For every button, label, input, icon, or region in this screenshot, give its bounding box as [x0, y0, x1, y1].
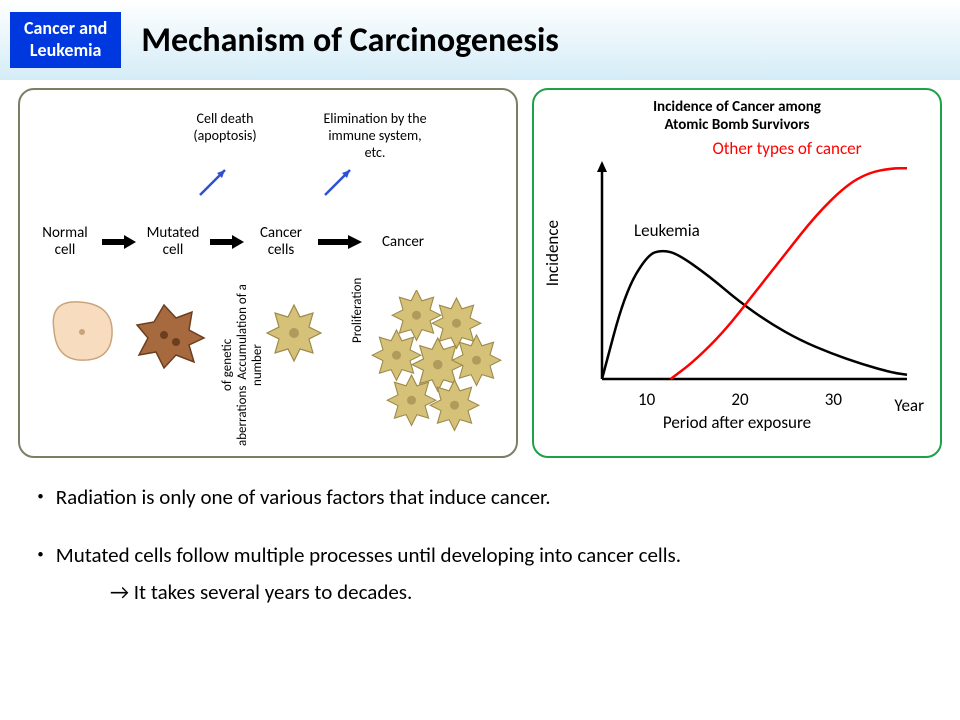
fate-labels: Cell death (apoptosis) Elimination by th…: [170, 110, 430, 161]
legend-leukemia: Leukemia: [634, 220, 700, 241]
y-axis-label: Incidence: [542, 220, 563, 286]
stage-mutated: Mutatedcell: [142, 225, 204, 260]
stage-normal: Normalcell: [34, 225, 96, 260]
chart-title: Incidence of Cancer among Atomic Bomb Su…: [540, 98, 934, 134]
cancer-cluster-icon: [372, 290, 501, 430]
cancer-cell-icon: [267, 305, 321, 361]
mechanism-panel: Cell death (apoptosis) Elimination by th…: [18, 88, 518, 458]
stage-row: Normalcell Mutatedcell Cancercells Cance…: [34, 225, 438, 260]
incidence-chart: [557, 159, 917, 389]
year-label: Year: [894, 395, 924, 416]
cells-illustration: [34, 290, 514, 450]
stage-cancer-cells: Cancercells: [250, 225, 312, 260]
legend-other-cancer: Other types of cancer: [640, 138, 934, 159]
x-tick: 10: [638, 389, 655, 410]
header: Cancer and Leukemia Mechanism of Carcino…: [0, 0, 960, 70]
normal-cell-icon: [53, 302, 112, 360]
apoptosis-label: Cell death (apoptosis): [170, 110, 280, 161]
incidence-panel: Incidence of Cancer among Atomic Bomb Su…: [532, 88, 942, 458]
immune-arrow-icon: [320, 160, 360, 200]
badge-line1: Cancer and: [24, 18, 107, 40]
arrow-icon: [102, 235, 136, 249]
bullets: ・ Radiation is only one of various facto…: [0, 458, 960, 609]
immune-label: Elimination by the immune system, etc.: [320, 110, 430, 161]
badge-line2: Leukemia: [24, 40, 107, 62]
bullet-1: ・ Radiation is only one of various facto…: [30, 482, 930, 514]
stage-cancer: Cancer: [368, 234, 438, 251]
category-badge: Cancer and Leukemia: [10, 12, 121, 67]
bullet-2-sub: → It takes several years to decades.: [110, 577, 930, 609]
bullet-2: ・ Mutated cells follow multiple processe…: [30, 540, 930, 572]
x-axis-label: Period after exposure: [540, 412, 934, 433]
x-ticks: 10 20 30: [600, 389, 880, 410]
arrow-icon: [210, 235, 244, 249]
arrow-icon: [318, 235, 362, 249]
page-title: Mechanism of Carcinogenesis: [141, 20, 559, 61]
x-tick: 30: [825, 389, 842, 410]
panels-row: Cell death (apoptosis) Elimination by th…: [0, 70, 960, 458]
x-tick: 20: [731, 389, 748, 410]
mutated-cell-icon: [137, 305, 204, 368]
apoptosis-arrow-icon: [195, 160, 235, 200]
